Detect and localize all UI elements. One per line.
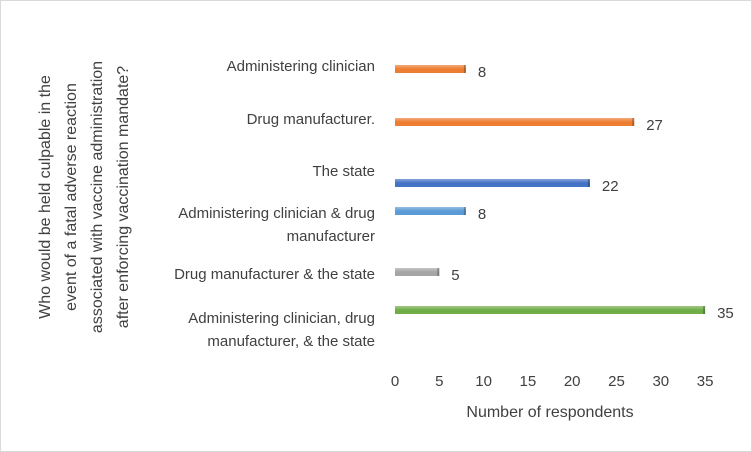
category-label: Drug manufacturer.: [247, 111, 375, 128]
bar-end-shade: [587, 179, 590, 187]
bar-highlight: [395, 179, 590, 183]
data-label: 8: [478, 206, 486, 223]
x-tick-label: 0: [391, 373, 399, 390]
x-tick-label: 5: [435, 373, 443, 390]
bar-end-shade: [463, 65, 466, 73]
data-label: 35: [717, 305, 734, 322]
x-tick-label: 15: [520, 373, 537, 390]
data-label: 22: [602, 178, 619, 195]
y-axis-title: Who would be held culpable in the event o…: [37, 61, 132, 333]
bar: [395, 179, 590, 187]
bar-end-shade: [463, 207, 466, 215]
bar: [395, 306, 706, 314]
category-label: Administering clinician, drug manufacture…: [188, 310, 375, 350]
data-label: 27: [646, 117, 663, 134]
y-axis-title-line: associated with vaccine administration: [89, 61, 106, 333]
category-label-line: Administering clinician: [227, 58, 375, 75]
category-label: Administering clinician: [227, 58, 375, 75]
category-label: The state: [312, 163, 375, 180]
bar-highlight: [395, 306, 706, 310]
x-tick-label: 20: [564, 373, 581, 390]
y-axis-title-text: Who would be held culpable in the event o…: [37, 61, 132, 333]
bar-highlight: [395, 118, 635, 122]
x-tick-labels: 0 5 10 15 20 25 30 35: [391, 373, 714, 390]
category-label-line: Administering clinician, drug: [188, 310, 375, 327]
x-axis-title: Number of respondents: [466, 404, 633, 421]
category-labels: Administering clinician Drug manufacturer…: [174, 58, 375, 350]
bar: [395, 207, 466, 215]
x-tick-label: 30: [652, 373, 669, 390]
category-label-line: Administering clinician & drug: [178, 205, 375, 222]
bar-end-shade: [437, 268, 440, 276]
category-label: Administering clinician & drug manufactur…: [178, 205, 375, 245]
y-axis-title-line: Who would be held culpable in the: [37, 75, 54, 319]
bar-highlight: [395, 65, 466, 69]
category-label-line: manufacturer, & the state: [207, 333, 375, 350]
category-label-line: Drug manufacturer.: [247, 111, 375, 128]
bars-layer: [395, 65, 706, 314]
bar-end-shade: [632, 118, 635, 126]
data-labels: 8 27 22 8 5 35: [451, 64, 733, 322]
bar: [395, 65, 466, 73]
category-label-line: The state: [312, 163, 375, 180]
bar-end-shade: [703, 306, 706, 314]
category-label-line: manufacturer: [287, 228, 375, 245]
category-label-line: Drug manufacturer & the state: [174, 266, 375, 283]
bar: [395, 118, 635, 126]
y-axis-title-line: after enforcing vaccination mandate?: [115, 66, 132, 328]
category-label: Drug manufacturer & the state: [174, 266, 375, 283]
data-label: 5: [451, 267, 459, 284]
bar-highlight: [395, 207, 466, 211]
x-tick-label: 35: [697, 373, 714, 390]
bar: [395, 268, 440, 276]
x-tick-label: 10: [475, 373, 492, 390]
x-tick-label: 25: [608, 373, 625, 390]
data-label: 8: [478, 64, 486, 81]
y-axis-title-line: event of a fatal adverse reaction: [63, 83, 80, 311]
bar-highlight: [395, 268, 440, 272]
